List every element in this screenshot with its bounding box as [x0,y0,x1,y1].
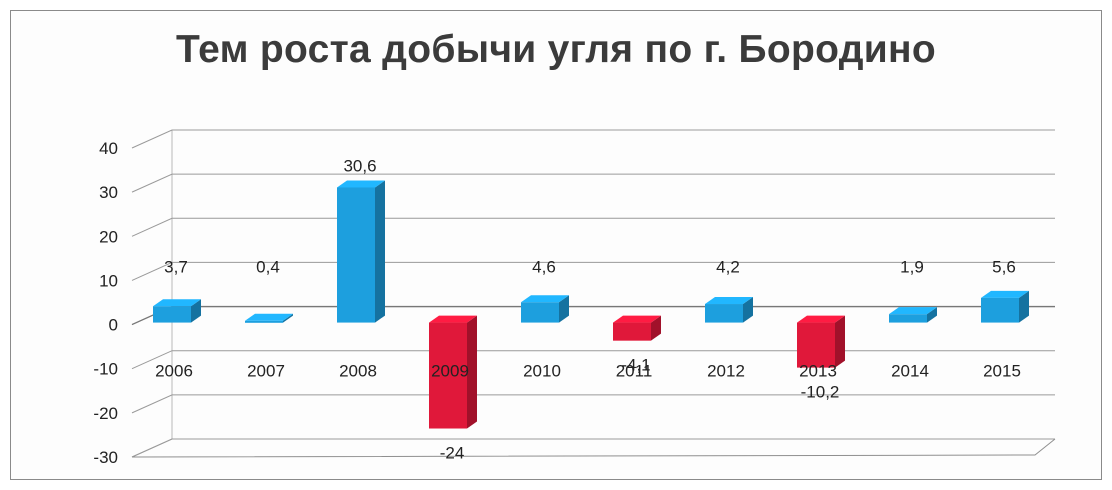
data-label-2010: 4,6 [532,258,556,277]
bar-side-2011 [651,315,661,341]
bar-side-2010 [559,295,569,323]
y-tick-label: 0 [109,316,118,335]
bar-top-2011 [613,315,661,323]
data-label-2007: 0,4 [256,258,280,277]
y-tick-label: 10 [99,271,118,290]
y-tick-label: 30 [99,183,118,202]
y-tick-label: -30 [93,448,118,467]
chart-frame [10,10,1102,480]
x-tick-label-2006: 2006 [155,362,193,381]
x-tick-label-2008: 2008 [339,362,377,381]
bar-top-2015 [981,290,1029,298]
bar-2007 [245,320,283,323]
bar-2006 [153,306,191,323]
data-label-2009: -24 [440,444,465,463]
y-tick-label: -20 [93,404,118,423]
bar-side-2007 [283,313,293,323]
bar-top-2014 [889,307,937,315]
bar-side-2012 [743,297,753,323]
bar-2011 [613,322,651,341]
bar-2013 [797,322,835,368]
bar-side-2009 [467,315,477,429]
x-tick-label-2014: 2014 [891,362,929,381]
bar-top-2008 [337,180,385,188]
bar-2008 [337,187,375,323]
gridline [131,261,1055,281]
x-tick-label-2015: 2015 [983,362,1021,381]
bar-side-2015 [1019,290,1029,323]
bar-side-2014 [927,307,937,323]
bar-side-2008 [375,180,385,323]
x-tick-label-2010: 2010 [523,362,561,381]
bar-top-2006 [153,299,201,307]
bar-2012 [705,304,743,323]
bar-2014 [889,314,927,323]
data-label-2015: 5,6 [992,258,1016,277]
x-tick-label-2007: 2007 [247,362,285,381]
bar-side-2006 [191,299,201,323]
bar-2010 [521,302,559,323]
x-tick-label-2013: 2013 [799,362,837,381]
gridline [131,438,1055,458]
x-tick-label-2009: 2009 [431,362,469,381]
gridline [131,394,1055,414]
bar-top-2009 [429,315,477,323]
data-label-2014: 1,9 [900,258,924,277]
gridline [131,129,1055,149]
y-tick-label: -10 [93,360,118,379]
bar-top-2010 [521,295,569,303]
data-label-2006: 3,7 [164,258,188,277]
gridline [131,350,1055,370]
x-tick-label-2012: 2012 [707,362,745,381]
bar-top-2013 [797,315,845,323]
gridline [131,173,1055,193]
x-tick-label-2011: 2011 [616,362,653,381]
data-label-2011: -4,1 [621,356,650,375]
gridline [131,217,1055,237]
bar-top-2007 [245,313,293,321]
floor-front-edge [131,438,1056,458]
data-label-2008: 30,6 [343,156,376,175]
bar-2009 [429,322,467,429]
chart-title: Тем роста добычи угля по г. Бородино [175,28,937,71]
bar-2015 [981,297,1019,323]
y-tick-label: 20 [99,227,118,246]
data-label-2012: 4,2 [716,258,740,277]
bar-side-2013 [835,315,845,368]
y-tick-label: 40 [99,139,118,158]
bar-top-2012 [705,297,753,305]
data-label-2013: -10,2 [801,383,840,402]
